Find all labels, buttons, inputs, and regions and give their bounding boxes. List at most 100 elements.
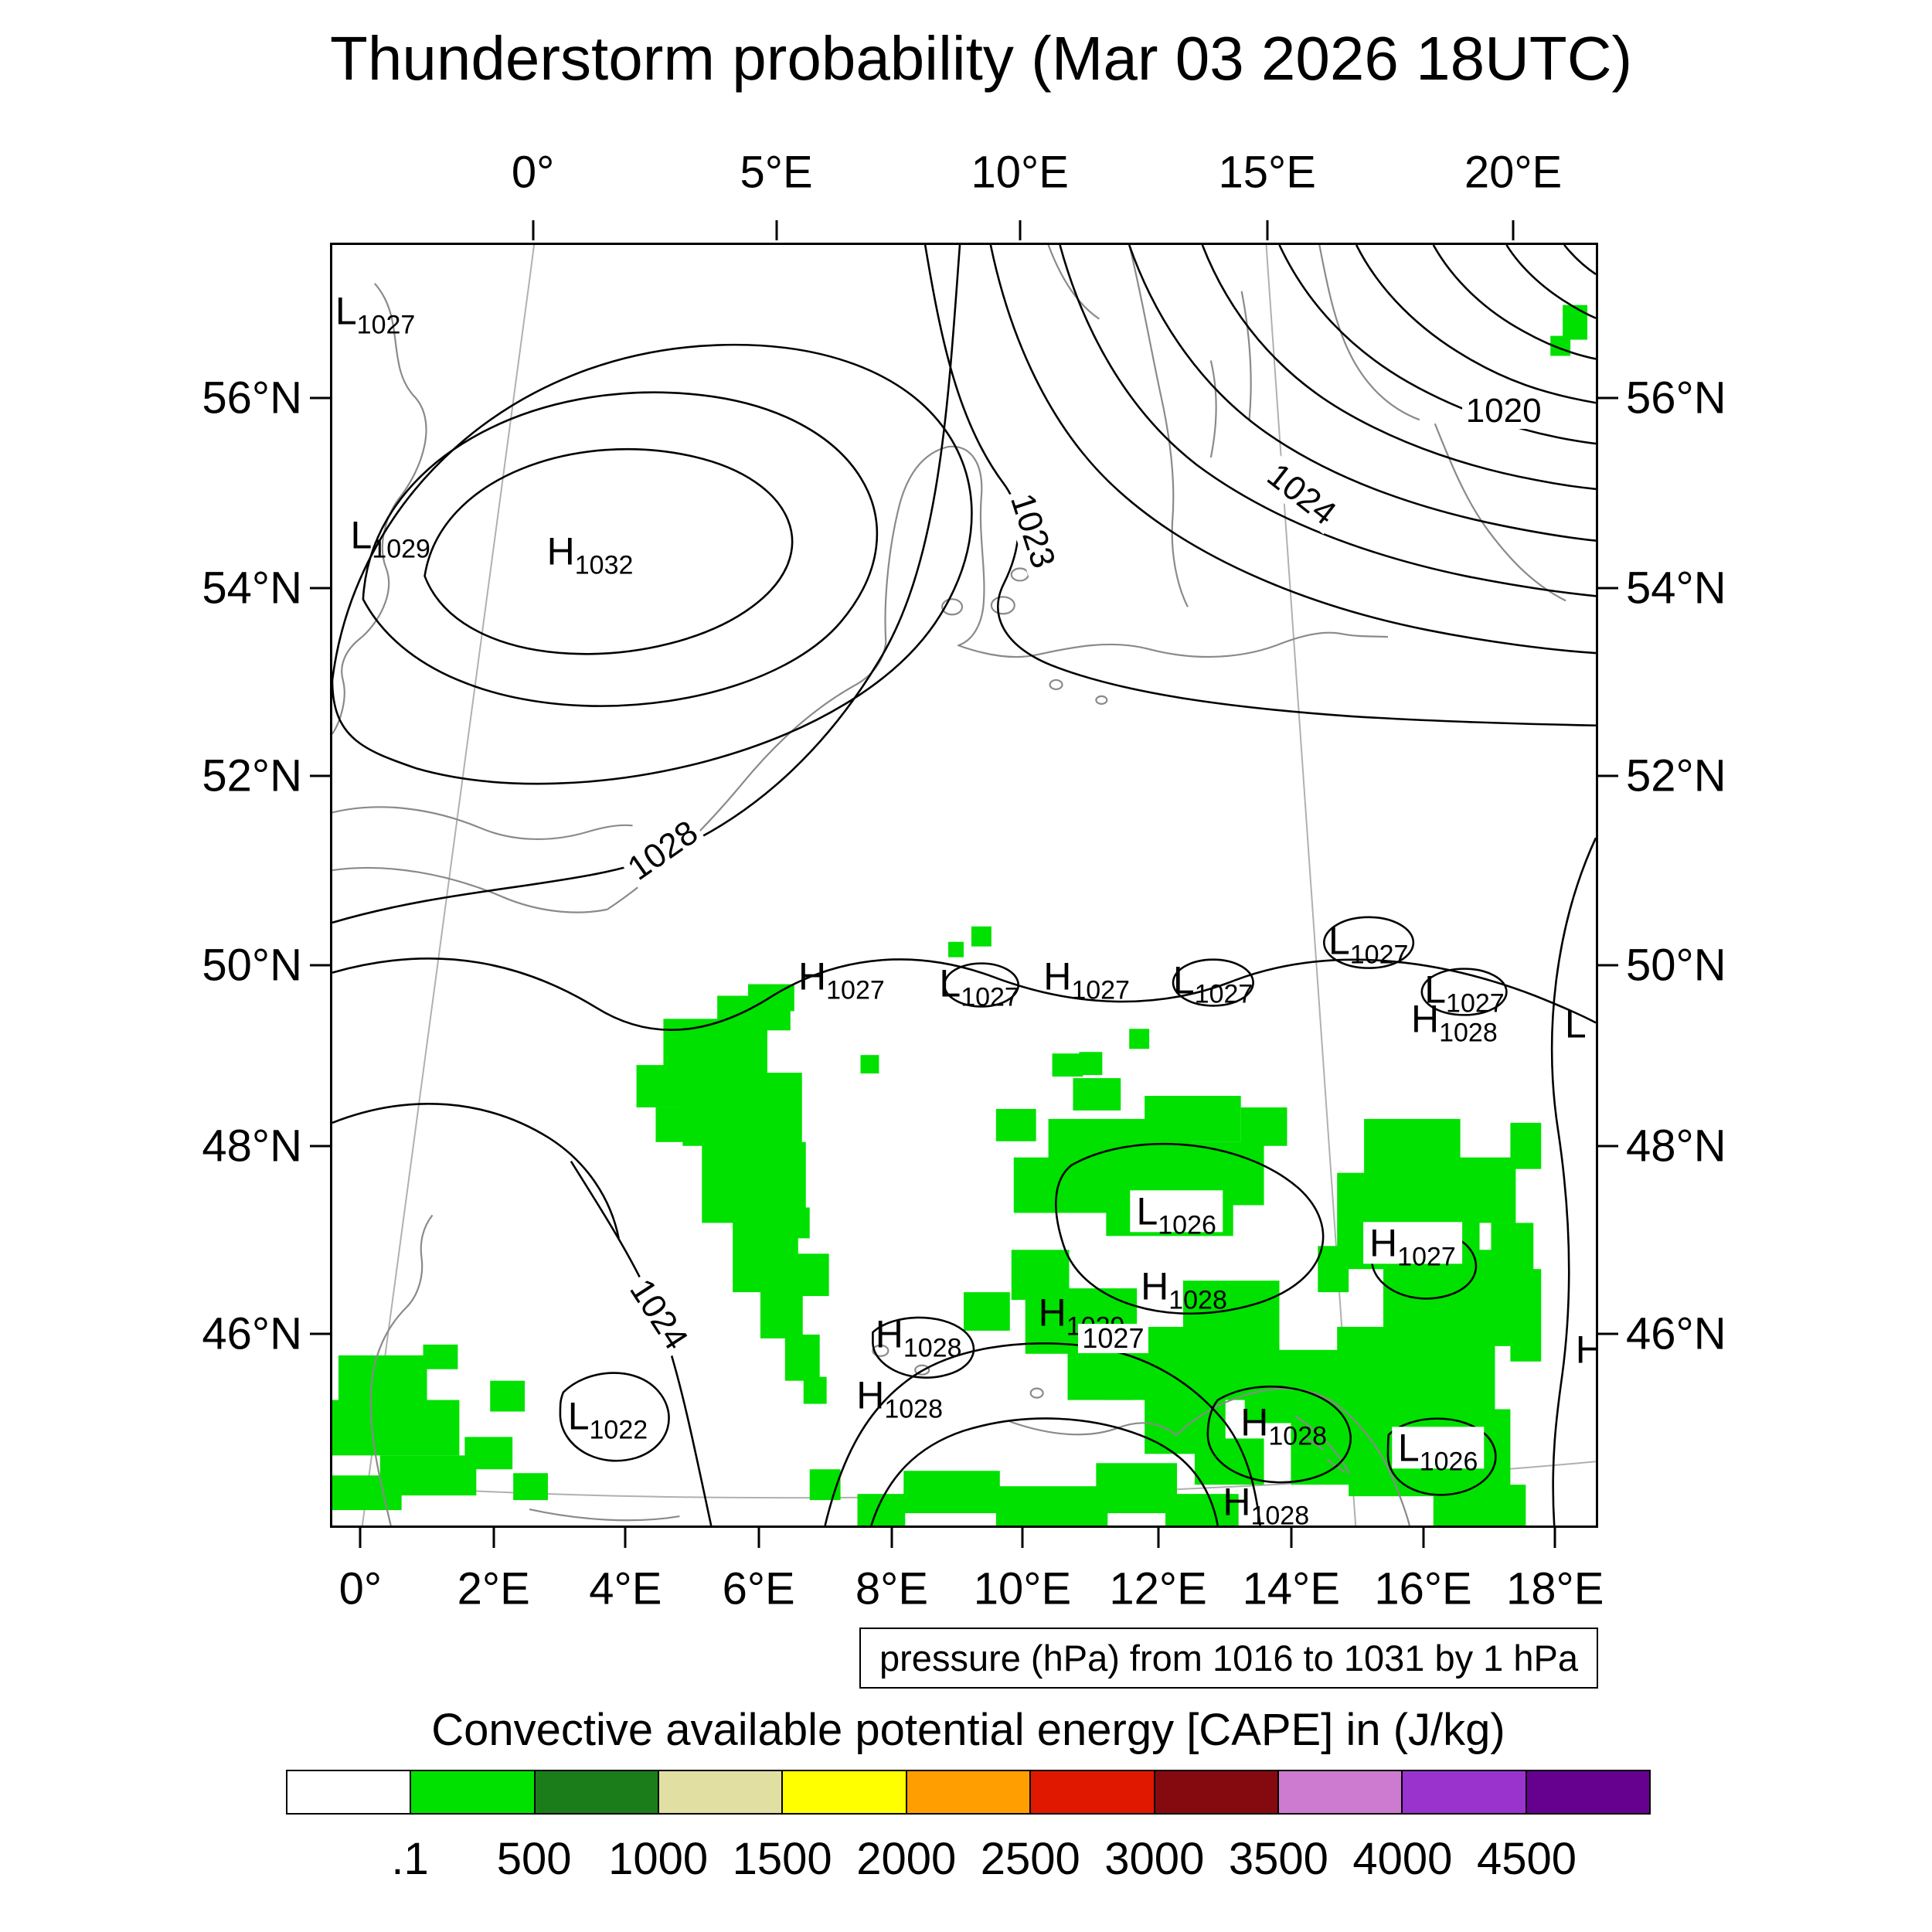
colorbar-cell-1: [410, 1770, 536, 1815]
bottom-tick: [1553, 1528, 1556, 1548]
top-tick: [1019, 220, 1022, 240]
bottom-axis-label: 8°E: [855, 1563, 929, 1614]
pressure-center-H1028: H1028: [1223, 1480, 1310, 1528]
right-axis-label: 46°N: [1626, 1308, 1726, 1359]
left-axis-label: 48°N: [202, 1121, 302, 1172]
colorbar-title: Convective available potential energy [C…: [431, 1705, 1505, 1755]
colorbar-tick-label: 3000: [1104, 1834, 1205, 1884]
top-tick: [532, 220, 535, 240]
right-tick: [1598, 1145, 1618, 1148]
top-axis-label: 5°E: [740, 147, 813, 198]
colorbar-tick-label: 4500: [1476, 1834, 1577, 1884]
bottom-tick: [890, 1528, 893, 1548]
colorbar-cell-2: [533, 1770, 660, 1815]
left-axis-label: 54°N: [202, 563, 302, 614]
colorbar-cell-3: [658, 1770, 784, 1815]
right-tick: [1598, 396, 1618, 400]
left-axis-label: 46°N: [202, 1308, 302, 1359]
right-axis-label: 52°N: [1626, 750, 1726, 801]
pressure-center-L1029: L1029: [350, 513, 430, 564]
colorbar-tick-label: 1500: [732, 1834, 832, 1884]
right-axis-label: 56°N: [1626, 372, 1726, 423]
colorbar-tick-label: 2000: [856, 1834, 957, 1884]
left-axis-label: 52°N: [202, 750, 302, 801]
right-tick: [1598, 1332, 1618, 1335]
colorbar-tick-label: 3500: [1228, 1834, 1328, 1884]
bottom-tick: [1422, 1528, 1425, 1548]
isobar-label-1020: 1020: [1461, 393, 1546, 430]
bottom-axis-label: 12°E: [1109, 1563, 1207, 1614]
colorbar-tick-label: 4000: [1352, 1834, 1453, 1884]
left-tick: [310, 774, 330, 777]
left-tick: [310, 1332, 330, 1335]
isobar-label-1027: 1027: [1078, 1324, 1148, 1354]
bottom-axis-label: 4°E: [589, 1563, 662, 1614]
bottom-axis-label: 16°E: [1374, 1563, 1472, 1614]
colorbar-cell-7: [1153, 1770, 1279, 1815]
top-tick: [775, 220, 778, 240]
bottom-tick: [1157, 1528, 1160, 1548]
left-axis-label: 56°N: [202, 372, 302, 423]
bottom-tick: [624, 1528, 627, 1548]
bottom-tick: [757, 1528, 760, 1548]
bottom-tick: [492, 1528, 495, 1548]
right-tick: [1598, 587, 1618, 590]
chart-title: Thunderstorm probability (Mar 03 2026 18…: [330, 24, 1633, 93]
pressure-center-L1026: L1026: [1130, 1189, 1223, 1238]
colorbar-tick-label: 2500: [980, 1834, 1080, 1884]
bottom-tick: [359, 1528, 362, 1548]
map-plot-area: L1027 L1029 H1032 H1027 L1027 H1027 L1027 L1027…: [330, 243, 1598, 1528]
pressure-center-L1022: L1022: [567, 1394, 648, 1445]
right-axis-label: 54°N: [1626, 563, 1726, 614]
bottom-axis-label: 10°E: [973, 1563, 1072, 1614]
right-axis-label: 48°N: [1626, 1121, 1726, 1172]
pressure-center-L: L: [1564, 1002, 1587, 1046]
cape-shading: [332, 304, 1588, 1526]
pressure-center-L1026: L1026: [1391, 1427, 1485, 1475]
bottom-axis-label: 18°E: [1506, 1563, 1604, 1614]
colorbar-cell-5: [905, 1770, 1032, 1815]
colorbar-cell-6: [1029, 1770, 1155, 1815]
colorbar: [286, 1770, 1651, 1815]
colorbar-tick-label: 1000: [608, 1834, 709, 1884]
bottom-tick: [1021, 1528, 1024, 1548]
colorbar-tick-label: 500: [496, 1834, 572, 1884]
top-axis-label: 15°E: [1218, 147, 1316, 198]
bottom-axis-label: 14°E: [1242, 1563, 1341, 1614]
pressure-caption: pressure (hPa) from 1016 to 1031 by 1 hP…: [859, 1628, 1598, 1689]
left-tick: [310, 964, 330, 967]
colorbar-cell-4: [781, 1770, 907, 1815]
pressure-center-L1027: L1027: [1424, 968, 1505, 1019]
top-axis-label: 0°: [511, 147, 555, 198]
pressure-center-H1027: H1027: [1363, 1222, 1462, 1270]
bottom-axis-label: 2°E: [457, 1563, 530, 1614]
left-tick: [310, 1145, 330, 1148]
colorbar-cell-10: [1525, 1770, 1651, 1815]
pressure-center-H1032: H1032: [546, 529, 634, 580]
bottom-tick: [1290, 1528, 1293, 1548]
pressure-center-H1028: H1028: [1240, 1400, 1328, 1451]
pressure-center-H1028: H1028: [856, 1373, 943, 1424]
top-tick: [1266, 220, 1269, 240]
left-axis-label: 50°N: [202, 940, 302, 991]
top-axis-label: 20°E: [1464, 147, 1563, 198]
colorbar-cell-9: [1401, 1770, 1527, 1815]
top-tick: [1512, 220, 1515, 240]
pressure-center-H1028: H1028: [875, 1312, 962, 1363]
pressure-center-H1028: H1028: [1411, 997, 1498, 1048]
left-tick: [310, 587, 330, 590]
pressure-center-L1027: L1027: [1328, 919, 1409, 970]
pressure-center-L1027: L1027: [1172, 958, 1253, 1009]
colorbar-cell-8: [1277, 1770, 1403, 1815]
isobar-contours: [332, 245, 1596, 1526]
map-canvas: [332, 245, 1596, 1526]
colorbar-tick-label: .1: [391, 1834, 429, 1884]
bottom-axis-label: 0°: [338, 1563, 383, 1614]
right-tick: [1598, 964, 1618, 967]
pressure-center-H: H: [1576, 1330, 1596, 1369]
pressure-center-H1027: H1027: [798, 954, 885, 1005]
pressure-center-L1027: L1027: [939, 961, 1019, 1012]
colorbar-cell-0: [286, 1770, 412, 1815]
top-axis-label: 10°E: [971, 147, 1069, 198]
pressure-center-H1027: H1027: [1043, 954, 1130, 1005]
